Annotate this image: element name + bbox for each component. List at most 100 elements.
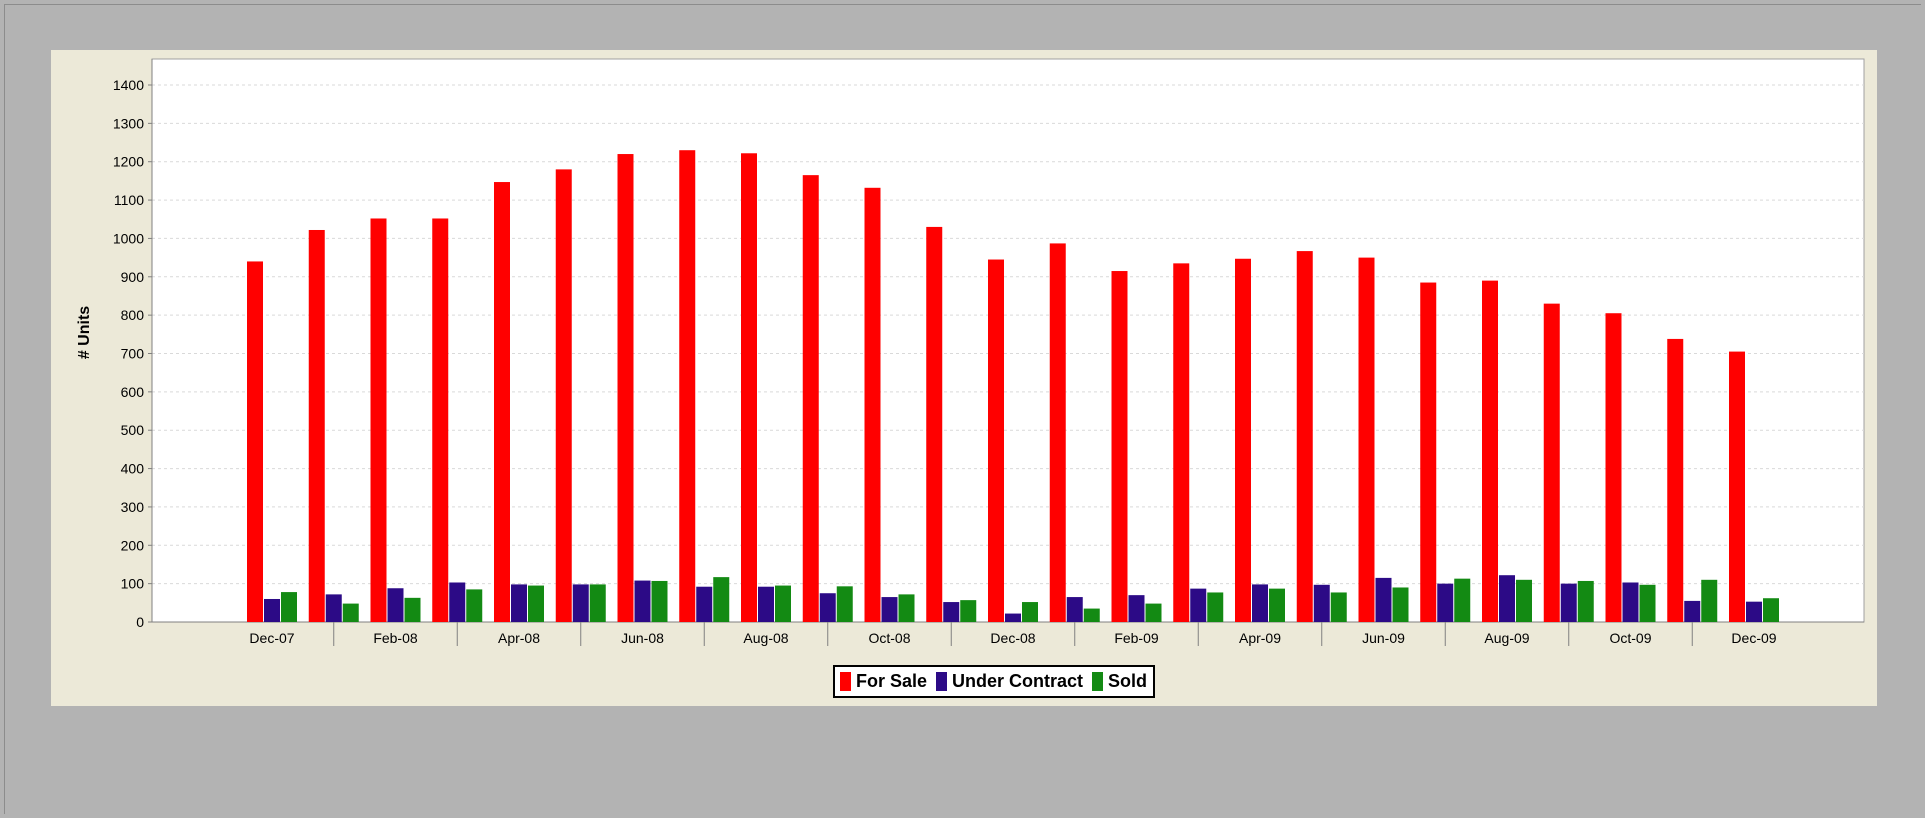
bar-for-sale [1482,280,1498,622]
y-tick-label: 500 [121,422,145,438]
bar-for-sale [308,229,325,623]
window-frame [4,4,1921,814]
bar-for-sale [1420,282,1437,622]
x-tick-label: Oct-09 [1609,630,1651,646]
bar-for-sale [988,259,1004,622]
bar-under-contract [387,588,404,622]
bar-for-sale [555,169,572,622]
y-tick-label: 1200 [113,154,144,170]
bar-under-contract [1313,584,1330,622]
bar-sold [404,597,421,622]
bar-under-contract [1684,600,1701,622]
bar-under-contract [1066,597,1083,622]
bar-sold [898,594,915,622]
y-tick-label: 700 [121,346,145,362]
bar-for-sale [247,261,263,622]
bar-under-contract [264,598,280,622]
bar-under-contract [881,597,898,622]
bar-sold [466,589,483,622]
x-tick-label: Aug-09 [1484,630,1529,646]
bar-under-contract [572,584,589,622]
y-tick-label: 1100 [114,192,144,208]
bar-for-sale [1111,271,1128,622]
bar-under-contract [1190,588,1207,622]
legend-swatch-for-sale [840,672,851,691]
y-tick-label: 100 [121,576,145,592]
bar-for-sale [1358,257,1375,622]
x-tick-label: Oct-08 [868,630,910,646]
bar-under-contract [449,582,466,622]
y-tick-label: 0 [136,614,144,630]
legend-swatch-sold [1092,672,1104,691]
x-tick-label: Dec-09 [1731,630,1776,646]
x-tick-label: Apr-09 [1239,630,1281,646]
bar-sold [342,603,359,622]
x-tick-label: Aug-08 [743,630,788,646]
bar-under-contract [325,594,342,622]
bar-under-contract [1005,613,1021,622]
x-tick-label: Feb-09 [1114,630,1159,646]
bar-for-sale [1235,258,1251,622]
x-tick-label: Feb-08 [373,630,418,646]
bar-sold [1083,608,1100,622]
bar-sold [1022,602,1038,622]
legend-swatch-under-contract [936,672,948,691]
x-tick-label: Dec-07 [249,630,294,646]
bar-for-sale [617,154,634,622]
bar-under-contract [1128,595,1145,622]
bar-under-contract [511,584,527,622]
y-tick-label: 300 [121,499,145,515]
bar-sold [651,580,668,622]
bar-for-sale [864,187,881,622]
bar-for-sale [1173,263,1190,622]
bar-under-contract [1560,583,1577,622]
legend-label-under-contract: Under Contract [952,671,1084,691]
bar-under-contract [758,586,774,622]
bar-sold [836,586,853,622]
bar-sold [281,592,297,622]
bar-under-contract [1375,577,1392,622]
y-tick-label: 1400 [113,77,144,93]
bar-for-sale [494,182,510,622]
bar-sold [1145,603,1162,622]
bar-under-contract [819,593,836,622]
bar-under-contract [1499,575,1515,622]
bar-sold [1207,592,1224,622]
bar-for-sale [370,218,387,623]
bar-sold [775,585,791,622]
bar-sold [1454,578,1471,622]
bar-for-sale [1296,251,1313,622]
bar-for-sale [1605,313,1622,622]
bar-under-contract [634,580,651,622]
bar-sold [1639,584,1656,622]
bar-for-sale [432,218,449,623]
chart-legend: For Sale Under Contract Sold [833,665,1156,698]
bar-under-contract [943,602,960,622]
legend-label-for-sale: For Sale [856,671,928,691]
bar-for-sale [1543,303,1560,622]
bar-sold [1392,587,1409,622]
bar-for-sale [1049,243,1066,623]
bar-sold [713,577,730,622]
chart-panel: 0 100 200 300 400 500 600 700 800 900 1000 1100 1200… [51,50,1877,706]
bar-under-contract [696,586,713,622]
bar-sold [960,600,977,622]
y-tick-label: 800 [121,307,145,323]
y-tick-label: 1300 [113,115,144,131]
y-tick-label: 600 [121,384,145,400]
y-tick-label: 200 [121,537,145,553]
y-tick-label: 1000 [113,230,144,246]
y-tick-label: 900 [121,269,145,285]
legend-item-for-sale: For Sale [840,671,927,692]
bar-sold [1269,588,1285,622]
bar-sold [589,584,606,622]
bar-for-sale [926,226,943,622]
legend-label-sold: Sold [1108,671,1148,691]
bar-sold [1763,598,1779,622]
bar-sold [1330,592,1347,622]
y-tick-label: 400 [121,461,145,477]
bar-for-sale [1729,351,1745,622]
legend-item-under-contract: Under Contract [936,671,1083,692]
bar-for-sale [679,150,696,622]
x-tick-label: Jun-08 [621,630,664,646]
